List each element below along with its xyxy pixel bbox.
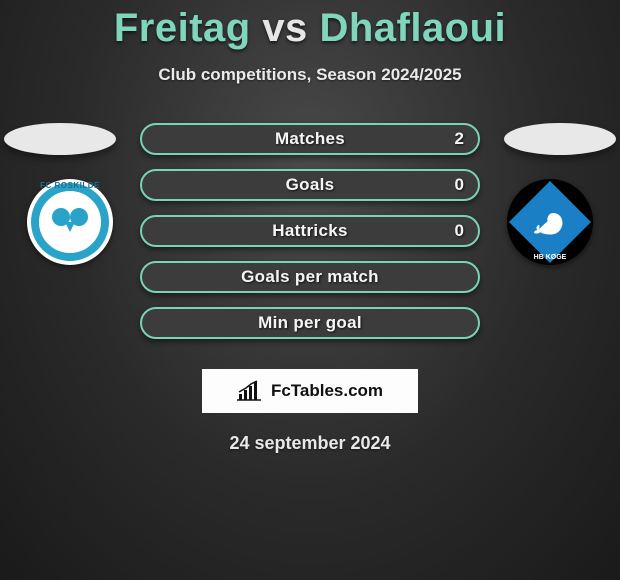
player2-head-placeholder (504, 123, 616, 155)
stat-label: Goals per match (241, 267, 379, 287)
subtitle: Club competitions, Season 2024/2025 (0, 65, 620, 85)
snapshot-date: 24 september 2024 (0, 433, 620, 454)
vs-text: vs (262, 6, 308, 50)
stat-right-value: 0 (455, 175, 464, 195)
badge-roskilde: FC ROSKILDE (27, 179, 113, 265)
stat-label: Min per goal (258, 313, 362, 333)
stat-label: Goals (286, 175, 335, 195)
player2-name: Dhaflaoui (319, 6, 506, 50)
player2-club-badge: HB KØGE (500, 179, 600, 265)
stat-pills: Matches 2 Goals 0 Hattricks 0 Goals per … (140, 123, 480, 353)
owl-icon (50, 204, 90, 240)
watermark-text: FcTables.com (271, 381, 383, 401)
stat-label: Hattricks (272, 221, 347, 241)
badge-roskilde-text: FC ROSKILDE (27, 181, 113, 190)
stat-pill-min-per-goal: Min per goal (140, 307, 480, 339)
stat-pill-matches: Matches 2 (140, 123, 480, 155)
player1-name: Freitag (114, 6, 251, 50)
stat-pill-hattricks: Hattricks 0 (140, 215, 480, 247)
comparison-title: Freitag vs Dhaflaoui (0, 0, 620, 51)
badge-roskilde-core (45, 197, 95, 247)
swan-icon (528, 200, 572, 244)
stat-right-value: 0 (455, 221, 464, 241)
player1-club-badge: FC ROSKILDE (20, 179, 120, 265)
player1-head-placeholder (4, 123, 116, 155)
watermark-box: FcTables.com (202, 369, 418, 413)
badge-koge: HB KØGE (507, 179, 593, 265)
comparison-stage: FC ROSKILDE HB KØGE Matches 2 (0, 123, 620, 363)
badge-koge-text: HB KØGE (507, 254, 593, 261)
stat-right-value: 2 (455, 129, 464, 149)
stat-pill-goals: Goals 0 (140, 169, 480, 201)
stat-label: Matches (275, 129, 345, 149)
bar-chart-icon (237, 380, 265, 402)
stat-pill-goals-per-match: Goals per match (140, 261, 480, 293)
